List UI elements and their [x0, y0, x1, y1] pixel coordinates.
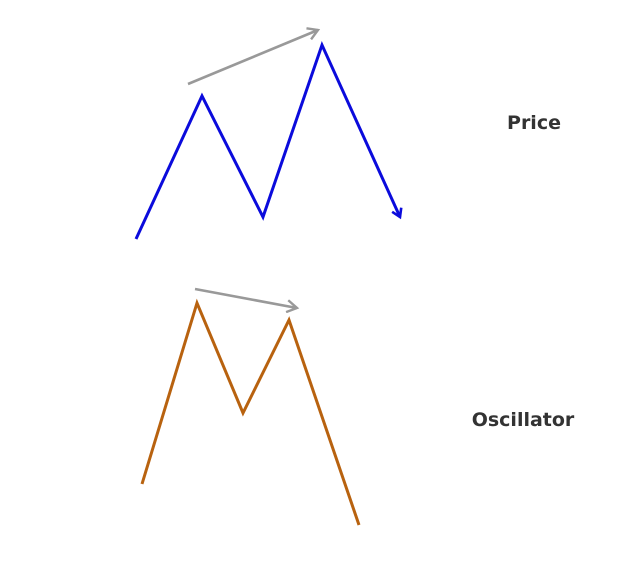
price-trend-arrow	[187, 30, 318, 86]
oscillator-label: Oscillator	[472, 409, 575, 431]
price-label: Price	[507, 112, 561, 134]
oscillator-line	[140, 298, 361, 526]
price-line	[134, 40, 400, 240]
oscillator-trend-arrow	[194, 287, 297, 308]
